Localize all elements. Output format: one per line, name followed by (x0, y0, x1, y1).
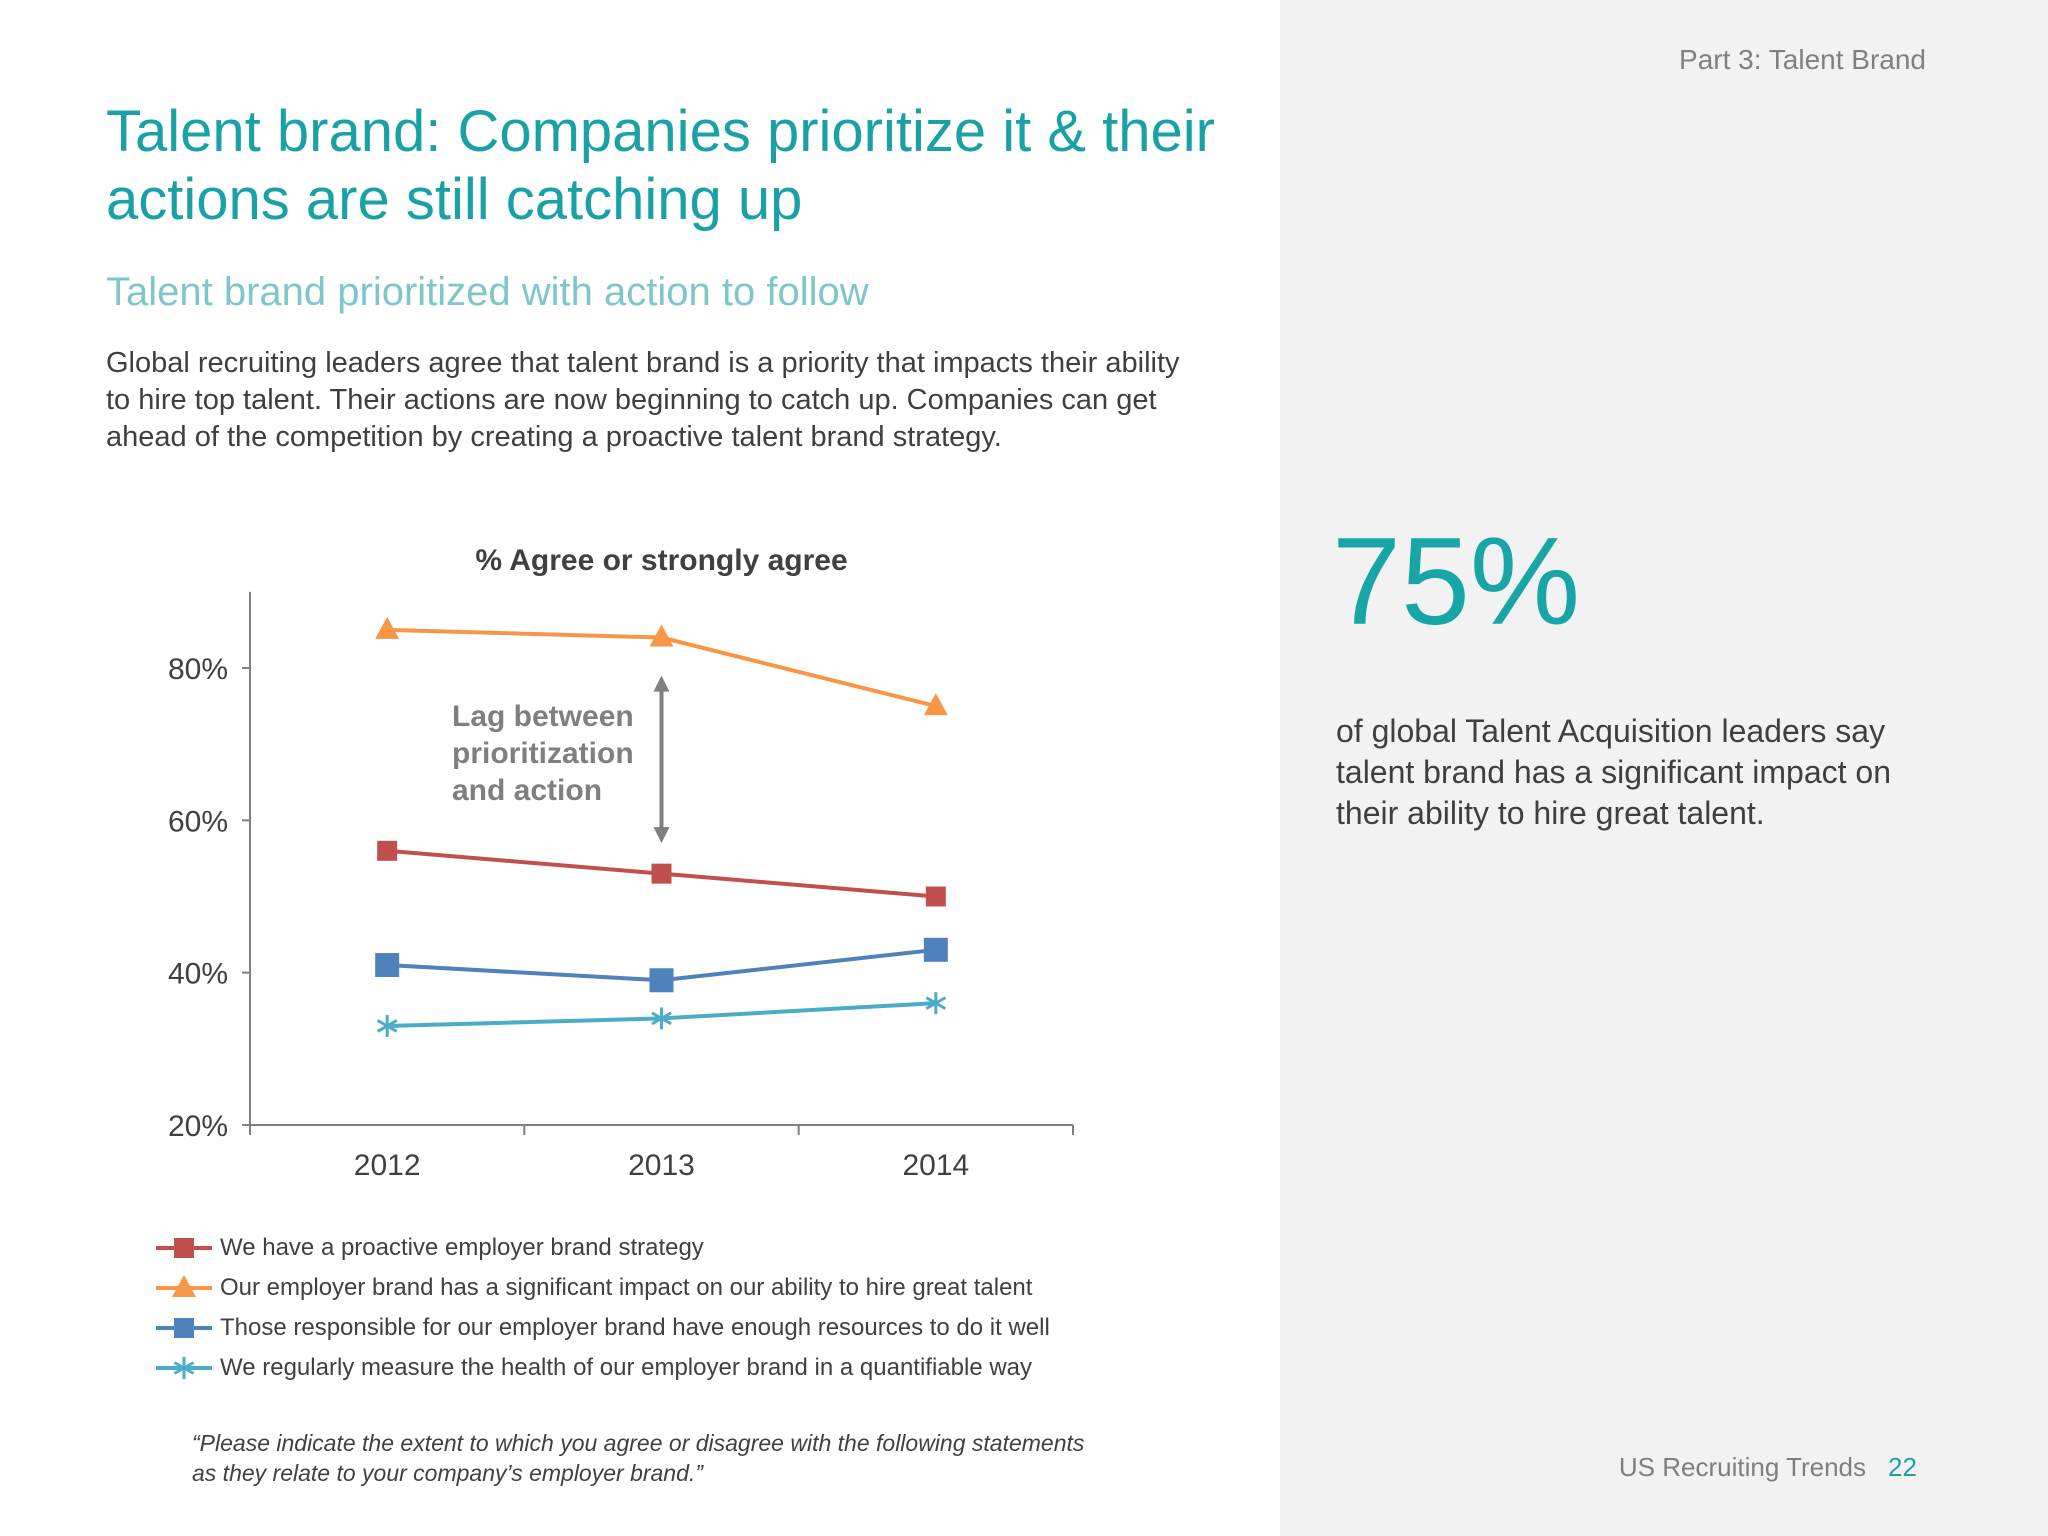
footer-brand: US Recruiting Trends (1618, 1452, 1866, 1482)
right-panel (1280, 0, 2048, 1536)
data-point-s4-2012 (376, 1014, 398, 1037)
y-tick-label: 40% (168, 958, 228, 991)
page-subtitle: Talent brand prioritized with action to … (106, 270, 869, 314)
x-tick-label: 2013 (628, 1149, 695, 1182)
data-point-s3-2012 (375, 953, 400, 978)
chart-title: % Agree or strongly agree (475, 544, 847, 577)
legend-item: Our employer brand has a significant imp… (152, 1268, 1212, 1308)
survey-question-footnote: “Please indicate the extent to which you… (192, 1430, 1085, 1486)
legend-item: Those responsible for our employer brand… (152, 1308, 1212, 1348)
page-number: 22 (1888, 1452, 1917, 1482)
legend-swatch-marker (174, 1318, 194, 1338)
data-point-s1-2012 (377, 840, 398, 861)
legend-swatch (156, 1276, 212, 1297)
data-point-s1-2014 (925, 886, 946, 907)
legend-item: We regularly measure the health of our e… (152, 1348, 1212, 1388)
stat-caption: of global Talent Acquisition leaders say… (1336, 713, 1891, 831)
legend-swatch-marker (172, 1276, 196, 1297)
legend-swatch-marker (174, 1238, 194, 1258)
intro-paragraph: Global recruiting leaders agree that tal… (106, 347, 1180, 453)
y-tick-label: 20% (168, 1110, 228, 1143)
data-point-s4-2014 (925, 992, 947, 1015)
data-point-s4-2013 (651, 1007, 672, 1030)
line-chart: % Agree or strongly agree 20% 40% 60% 80% 201… (0, 520, 1160, 1420)
legend-label: Our employer brand has a significant imp… (220, 1274, 1033, 1301)
x-tick-label: 2012 (354, 1149, 421, 1182)
data-point-s2-2013 (649, 624, 674, 647)
page-title: Talent brand: Companies prioritize it & … (106, 99, 1215, 232)
y-tick-label: 80% (168, 653, 228, 686)
data-point-s3-2014 (923, 937, 948, 962)
legend-label: We regularly measure the health of our e… (220, 1354, 1033, 1381)
section-label: Part 3: Talent Brand (1679, 44, 1926, 75)
legend-swatch (156, 1357, 212, 1379)
legend-swatch (156, 1318, 212, 1338)
data-point-s2-2014 (923, 693, 948, 716)
annotation-arrow-head-down (653, 827, 670, 844)
annotation-arrow-head-up (653, 675, 670, 692)
data-point-s3-2013 (649, 968, 674, 993)
annotation-text: prioritization (452, 737, 634, 770)
stat-value: 75% (1332, 513, 1581, 651)
x-tick-label: 2014 (902, 1149, 969, 1182)
chart-svg: % Agree or strongly agree 20% 40% 60% 80% 201… (168, 544, 1074, 1182)
legend-item: We have a proactive employer brand strat… (152, 1228, 1212, 1268)
legend-swatch-marker (173, 1357, 195, 1379)
y-tick-label: 60% (168, 805, 228, 838)
data-point-s2-2012 (375, 616, 400, 639)
chart-legend: We have a proactive employer brand strat… (152, 1228, 1212, 1388)
legend-swatch (156, 1238, 212, 1258)
annotation-text: Lag between (452, 700, 634, 733)
data-point-s1-2013 (651, 863, 672, 884)
legend-label: Those responsible for our employer brand… (220, 1314, 1050, 1341)
legend-label: We have a proactive employer brand strat… (220, 1234, 704, 1261)
annotation-text: and action (452, 774, 602, 807)
